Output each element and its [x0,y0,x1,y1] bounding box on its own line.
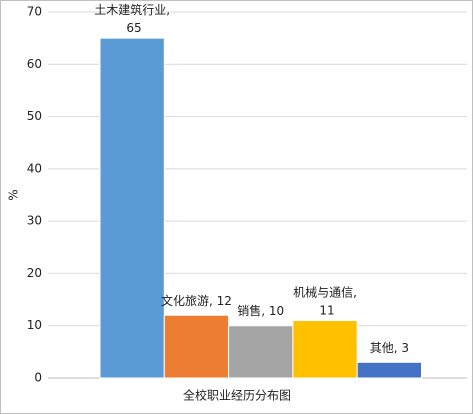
data-label-line: 机械与通信, [293,284,357,299]
data-label: 销售, 10 [237,303,284,318]
y-tick-label: 20 [27,266,42,280]
data-label: 文化旅游, 12 [161,293,232,308]
y-tick-label: 40 [27,161,42,175]
data-label-line: 11 [316,303,335,317]
bar [292,319,358,379]
y-tick-label: 30 [27,214,42,228]
y-tick-label: 50 [27,109,42,123]
y-axis-label: % [7,189,21,200]
bar [99,37,165,379]
data-label-line: 65 [123,21,142,35]
data-label: 其他, 3 [370,341,409,355]
bar [228,325,294,379]
bar [163,314,230,379]
y-tick-label: 60 [27,57,42,71]
x-axis-label: 全校职业经历分布图 [183,388,291,403]
data-label: 机械与通信, 11 [293,284,357,317]
bar [356,361,423,379]
y-tick-label: 0 [34,371,42,385]
data-label: 土木建筑行业, 65 [94,2,170,35]
y-tick-label: 70 [27,5,42,19]
y-tick-label: 10 [27,318,42,332]
data-label-line: 土木建筑行业, [94,2,170,17]
